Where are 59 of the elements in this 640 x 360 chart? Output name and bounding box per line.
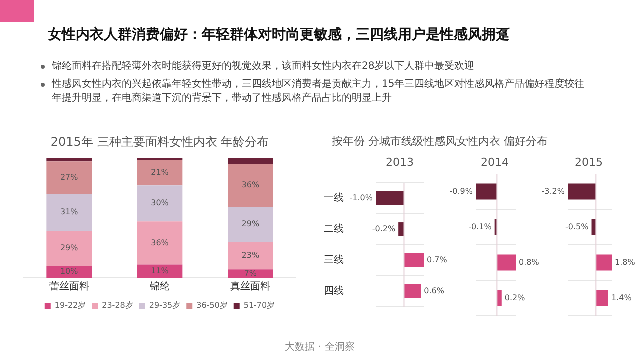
bar: [46, 162, 92, 194]
y-tick-label: 三线: [324, 254, 344, 266]
data-label: 36%: [242, 180, 260, 190]
bar: [228, 164, 274, 208]
legend-label: 36-50岁: [196, 301, 228, 310]
legend-label: 29-35岁: [149, 301, 181, 310]
text: 大数据 · 全洞察: [284, 340, 356, 354]
bar: [137, 264, 183, 278]
data-label: -0.5%: [566, 222, 590, 232]
text: 性感风女性内衣的兴起依靠年轻女性带动，三四线地区消费者是贡献主力，15年三四线地区对性感风格产品偏好程度较往年提升明显，在电商渠道下沉的背景下，带动了性感风格产品占比的明显上升: [52, 78, 585, 106]
data-label: 27%: [60, 172, 79, 182]
chart-title: 2015: [574, 156, 604, 169]
data-label: 29%: [60, 244, 79, 253]
bar: [46, 266, 92, 278]
data-label: -1.0%: [350, 194, 374, 203]
data-label: 21%: [151, 168, 170, 178]
data-label: 36%: [151, 238, 170, 248]
bar: [228, 207, 274, 242]
data-label: 0.7%: [427, 256, 448, 265]
data-label: -3.2%: [542, 186, 566, 196]
chart-title: 按年份 分城市线级性感风女性内衣 偏好分布: [332, 134, 548, 149]
text: 女性内衣人群消费偏好：年轻群体对时尚更敏感，三四线用户是性感风拥趸: [48, 26, 510, 44]
x-tick-label: 真丝面料: [230, 280, 271, 293]
chart-subtitle: 2013: [385, 156, 415, 169]
data-label: 0.6%: [424, 286, 445, 296]
data-label: -0.9%: [450, 186, 474, 196]
bar: [228, 242, 274, 270]
bar: [46, 231, 92, 266]
chart-title: 2015年 三种主要面料女性内衣 年龄分布: [50, 134, 270, 151]
data-label: 29%: [242, 220, 260, 229]
data-label: 1.4%: [611, 293, 632, 302]
data-label: 10%: [60, 267, 79, 276]
y-tick-label: 二线: [324, 223, 344, 236]
data-label: 31%: [60, 208, 79, 217]
data-label: 11%: [151, 266, 170, 276]
bar: [228, 158, 274, 164]
bar: [46, 158, 92, 162]
legend-label: 51-70岁: [244, 301, 276, 310]
bar: [228, 270, 274, 278]
bar: [137, 160, 183, 186]
data-label: 0.2%: [504, 293, 526, 302]
x-tick-label: 蕾丝面料: [49, 280, 90, 293]
text: 锦纶面料在搭配轻薄外衣时能获得更好的视觉效果，该面料女性内衣在28岁以下人群中最受欢迎: [52, 60, 475, 74]
data-label: -0.1%: [468, 222, 492, 232]
bar: [137, 222, 183, 265]
data-label: 30%: [151, 198, 170, 208]
data-label: -0.2%: [372, 224, 396, 234]
bar: [46, 194, 92, 232]
data-label: 7%: [244, 268, 258, 278]
legend-label: 19-22岁: [54, 301, 86, 310]
bar: [137, 186, 183, 222]
data-label: 1.8%: [615, 258, 636, 267]
data-label: 0.8%: [519, 258, 540, 267]
y-tick-label: 一线: [324, 192, 344, 204]
legend-label: 23-28岁: [102, 301, 134, 310]
chart-title: 2014: [480, 156, 510, 169]
x-tick-label: 锦纶: [149, 280, 170, 293]
y-tick-label: 四线: [324, 285, 344, 298]
data-label: 23%: [242, 250, 260, 260]
